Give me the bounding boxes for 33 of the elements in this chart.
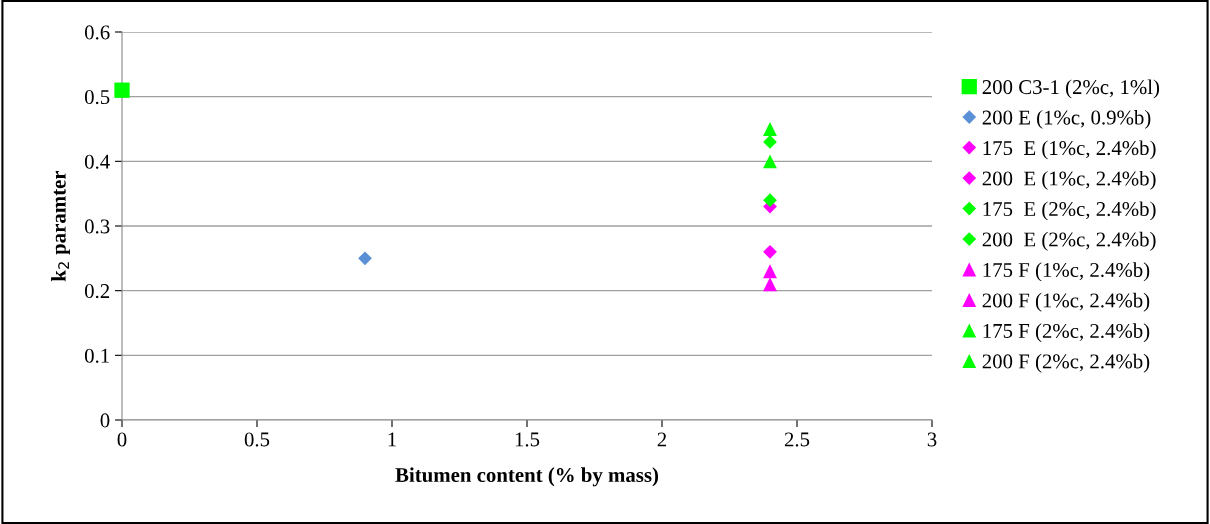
legend-label: 175 E (1%c, 2.4%b)	[983, 140, 1156, 160]
x-axis-title: Bitumen content (% by mass)	[395, 467, 659, 487]
x-tick-label: 2	[657, 432, 667, 447]
x-tick-label: 2.5	[784, 432, 810, 447]
x-tick-label: 1	[388, 432, 396, 447]
legend-label: 175 E (2%c, 2.4%b)	[983, 201, 1156, 221]
x-tick-label: 0.5	[244, 432, 270, 447]
point	[763, 277, 777, 292]
legend-label: 200 E (2%c, 2.4%b)	[982, 231, 1156, 251]
legend-label: 175 F (1%c, 2.4%b)	[983, 262, 1150, 282]
y-tick-label: 0.3	[84, 219, 110, 234]
x-tick-label: 3	[927, 432, 937, 447]
y-tick-label: 0	[100, 413, 110, 428]
legend-label: 200 C3-1 (2%c, 1%l)	[982, 79, 1160, 99]
x-tick-label: 1.5	[515, 432, 540, 447]
y-tick-label: 0.4	[84, 154, 110, 169]
legend-label: 200 F (2%c, 2.4%b)	[982, 353, 1150, 373]
legend-label: 175 F (2%c, 2.4%b)	[983, 323, 1150, 343]
y-tick-label: 0.2	[84, 284, 110, 299]
point	[763, 122, 777, 136]
y-tick-label: 0.5	[84, 90, 110, 105]
legend-label: 200 F (1%c, 2.4%b)	[982, 292, 1150, 312]
point	[114, 82, 130, 98]
point	[358, 251, 372, 266]
legend-label: 200 E (1%c, 0.9%b)	[982, 109, 1151, 129]
y-tick-label: 0.6	[84, 25, 110, 40]
point	[763, 154, 777, 169]
point	[763, 244, 777, 259]
point	[763, 264, 777, 279]
x-tick-label: 0	[117, 432, 127, 447]
legend-label: 200 E (1%c, 2.4%b)	[982, 170, 1156, 190]
y-axis-title: k$_{2}$ paramter	[51, 170, 70, 282]
y-tick-label: 0.1	[84, 348, 109, 363]
